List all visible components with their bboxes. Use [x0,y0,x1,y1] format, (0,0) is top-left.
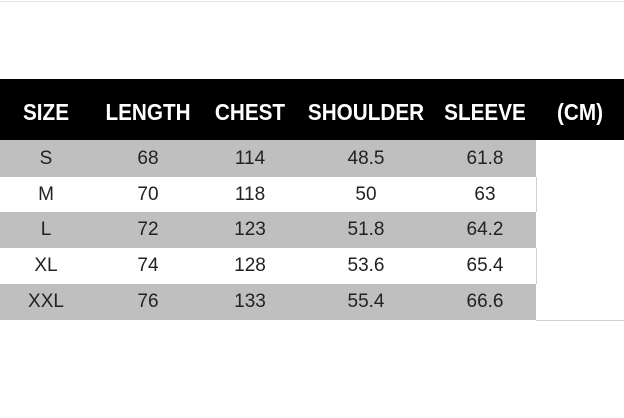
cell-length: 68 [137,147,159,169]
header-sleeve: SLEEVE [444,99,526,125]
table-row: XXL 76 133 55.4 66.6 [0,284,536,320]
cell-chest: 114 [234,147,266,169]
bottom-divider [536,320,624,321]
cell-length: 74 [137,255,159,276]
cell-size: S [39,147,53,169]
cell-shoulder: 51.8 [347,219,385,240]
cell-sleeve: 61.8 [466,147,504,169]
cell-chest: 128 [234,255,266,276]
cell-size: L [40,219,52,240]
cell-size: XL [34,255,58,276]
table-row: L 72 123 51.8 64.2 [0,212,536,248]
table-row: S 68 114 48.5 61.8 [0,140,536,177]
header-size: SIZE [22,99,70,125]
header-unit: (CM) [557,99,603,125]
cell-length: 70 [137,183,159,205]
size-chart-header: SIZE LENGTH CHEST SHOULDER SLEEVE (CM) [0,79,624,140]
cell-shoulder: 55.4 [347,291,385,312]
cell-sleeve: 65.4 [466,255,504,276]
cell-chest: 123 [234,219,266,240]
cell-size: M [38,183,54,205]
cell-sleeve: 66.6 [466,291,504,312]
header-chest: CHEST [214,99,286,125]
cell-length: 72 [137,219,159,240]
cell-size: XXL [28,291,64,312]
table-row: M 70 118 50 63 [0,177,537,212]
cell-chest: 118 [234,183,266,205]
header-shoulder: SHOULDER [307,99,425,125]
cell-sleeve: 63 [474,183,496,205]
cell-shoulder: 50 [355,183,377,205]
cell-sleeve: 64.2 [466,219,504,240]
cell-shoulder: 53.6 [347,255,385,276]
cell-shoulder: 48.5 [347,147,385,169]
cell-chest: 133 [234,291,266,312]
table-row: XL 74 128 53.6 65.4 [0,248,537,284]
cell-length: 76 [137,291,159,312]
header-length: LENGTH [105,99,191,125]
top-divider [0,1,624,2]
